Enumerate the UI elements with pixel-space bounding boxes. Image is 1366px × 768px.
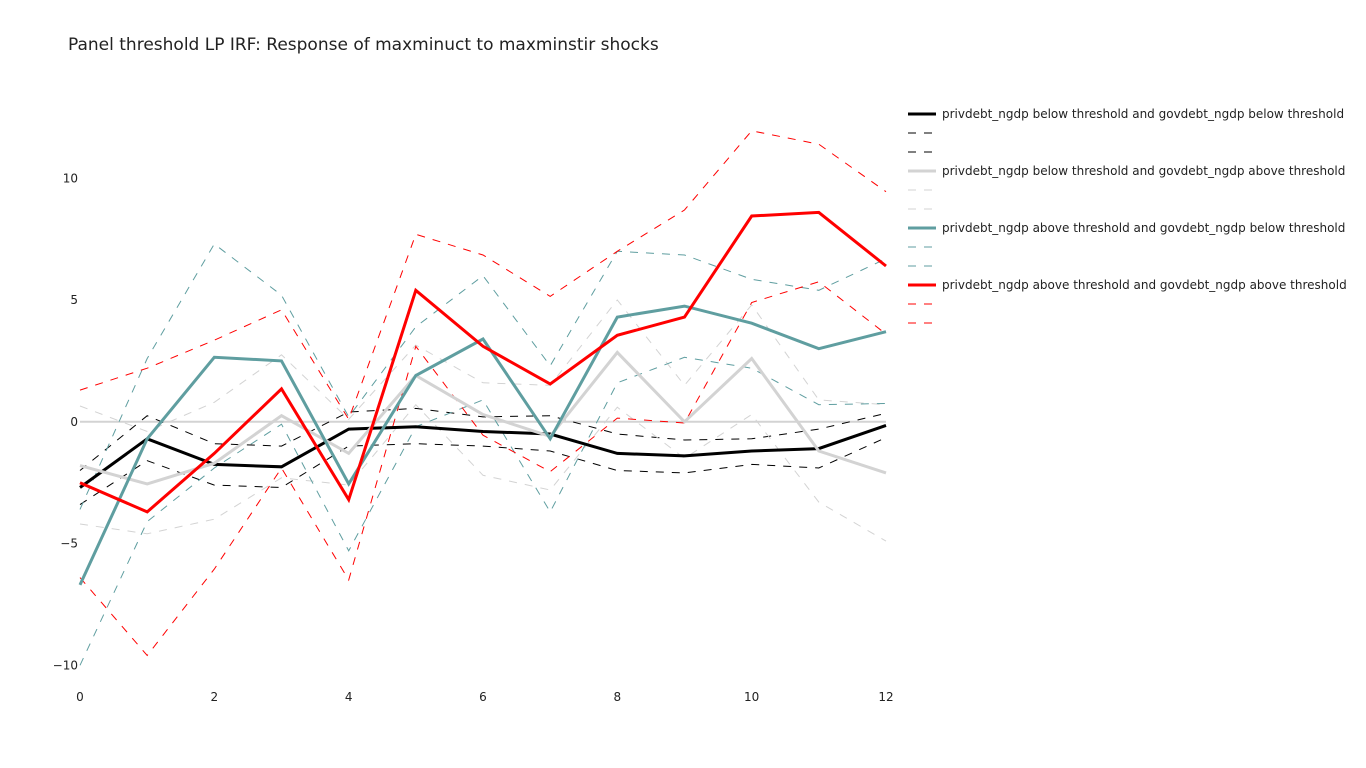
chart-title: Panel threshold LP IRF: Response of maxm… — [68, 35, 659, 55]
y-tick-label: 10 — [63, 171, 78, 185]
legend: privdebt_ngdp below threshold and govdeb… — [908, 107, 1347, 324]
x-tick-label: 0 — [76, 690, 84, 704]
series-2-lower-band-line — [79, 437, 887, 506]
legend-label: privdebt_ngdp below threshold and govdeb… — [942, 107, 1344, 121]
x-tick-label: 8 — [614, 690, 622, 704]
x-tick-label: 4 — [345, 690, 353, 704]
y-tick-label: 5 — [70, 293, 78, 307]
series-3-estimate-line — [79, 350, 887, 486]
x-axis-ticks: 0 2 4 6 8 10 12 — [76, 690, 893, 704]
series-6-estimate-line — [78, 304, 887, 586]
legend-item-6[interactable]: privdebt_ngdp above threshold and govdeb… — [908, 221, 1345, 235]
y-tick-label: 0 — [70, 415, 78, 429]
series-11-lower-band-line — [79, 281, 887, 657]
y-tick-label: −5 — [60, 537, 78, 551]
y-axis-ticks: −10 −5 0 5 10 — [53, 171, 78, 672]
series-4-upper-band-line — [79, 299, 887, 433]
series-8-lower-band-line — [79, 356, 887, 666]
legend-item-9[interactable]: privdebt_ngdp above threshold and govdeb… — [908, 278, 1347, 292]
y-tick-label: −10 — [53, 658, 78, 672]
x-tick-label: 10 — [744, 690, 759, 704]
series-5-lower-band-line — [79, 403, 887, 542]
x-tick-label: 6 — [479, 690, 487, 704]
legend-label: privdebt_ngdp above threshold and govdeb… — [942, 278, 1347, 292]
legend-item-0[interactable]: privdebt_ngdp below threshold and govdeb… — [908, 107, 1344, 121]
legend-label: privdebt_ngdp below threshold and govdeb… — [942, 164, 1345, 178]
series-layer — [78, 130, 887, 666]
series-1-upper-band-line — [79, 407, 887, 471]
legend-label: privdebt_ngdp above threshold and govdeb… — [942, 221, 1345, 235]
series-10-upper-band-line — [79, 130, 887, 421]
legend-item-3[interactable]: privdebt_ngdp below threshold and govdeb… — [908, 164, 1345, 178]
x-tick-label: 12 — [878, 690, 893, 704]
series-9-estimate-line — [79, 210, 887, 514]
x-tick-label: 2 — [211, 690, 219, 704]
